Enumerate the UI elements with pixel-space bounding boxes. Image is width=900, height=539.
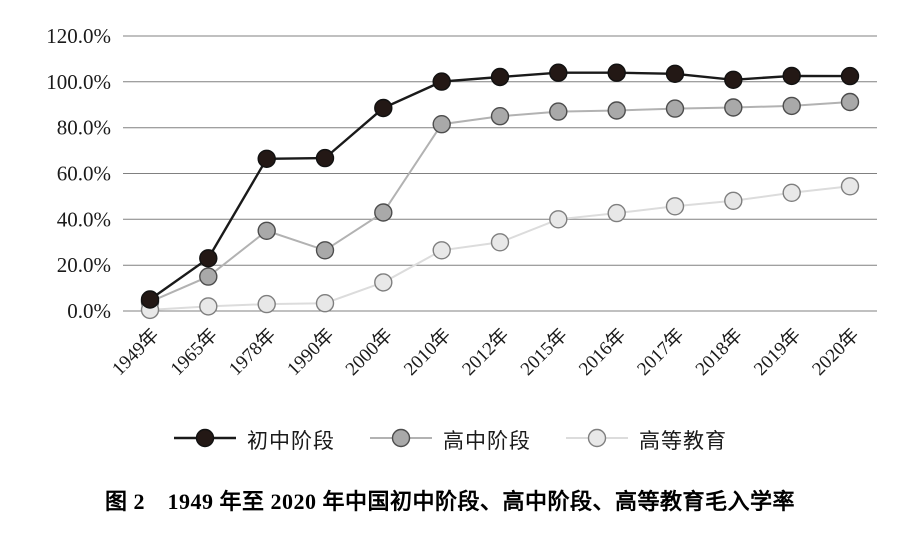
svg-text:1949年: 1949年 [108,324,164,380]
series-point-higher-education [257,294,276,314]
series-point-senior-high [490,106,510,126]
series-line-senior-high [149,101,851,303]
chart-svg: 120.0% 100.0% 80.0% 60.0% 40.0% 20.0% 0.0%1949… [46,24,877,380]
legend-label-higher-education: 高等教育 [639,429,727,453]
series-point-senior-high [665,99,685,118]
series-point-junior-middle [840,66,860,86]
series-point-junior-middle [549,63,568,82]
series-point-senior-high [374,203,393,222]
legend-label-senior-high: 高中阶段 [443,429,531,453]
series-point-junior-middle [257,149,276,169]
series-point-senior-high [549,102,568,121]
svg-text:1978年: 1978年 [224,324,280,380]
series-point-senior-high [199,267,218,286]
series-point-senior-high [257,221,276,241]
series-point-higher-education [665,197,685,216]
series-point-higher-education [724,191,743,211]
legend-item-higher-education: 高等教育 [565,425,727,455]
legend-marker-senior-high-icon [369,427,433,454]
series-point-junior-middle [140,290,160,309]
legend-item-senior-high: 高中阶段 [369,425,531,455]
series-point-junior-middle [665,64,685,84]
svg-text:60.0%: 60.0% [57,162,111,186]
series-point-junior-middle [490,67,510,87]
series-point-senior-high [782,96,801,116]
x-axis-labels: 1949年 1965年 1978年 1990年 2000年 2010年 2012年 2015年… [108,324,864,380]
svg-text:2017年: 2017年 [633,324,689,380]
line-chart: 120.0% 100.0% 80.0% 60.0% 40.0% 20.0% 0.0% 1949… [46,24,877,380]
series-point-junior-middle [607,63,626,82]
svg-text:2015年: 2015年 [516,324,572,380]
svg-text:80.0%: 80.0% [57,116,111,140]
series-point-senior-high [840,92,860,112]
legend-item-junior-middle: 初中阶段 [173,425,335,455]
svg-text:2012年: 2012年 [458,324,514,380]
series-point-higher-education [782,183,801,203]
series-higher-education [140,177,860,320]
svg-text:2018年: 2018年 [691,324,747,380]
series-junior-middle [140,63,860,309]
svg-text:1965年: 1965年 [166,324,222,380]
svg-text:2010年: 2010年 [399,324,455,380]
legend-label-junior-middle: 初中阶段 [247,429,335,453]
series-point-higher-education [490,233,510,252]
legend-marker-higher-education-icon [565,427,629,454]
series-point-junior-middle [724,70,743,90]
series-point-higher-education [315,294,335,313]
svg-text:100.0%: 100.0% [46,70,111,94]
svg-text:40.0%: 40.0% [57,207,111,231]
legend: 初中阶段 高中阶段 高等教育 [0,417,900,463]
svg-text:2016年: 2016年 [574,324,630,380]
series-point-junior-middle [199,249,218,268]
series-point-senior-high [607,101,626,120]
series-point-higher-education [607,203,626,223]
svg-text:2020年: 2020年 [808,324,864,380]
figure-caption: 图 2 1949 年至 2020 年中国初中阶段、高中阶段、高等教育毛入学率 [104,489,795,514]
svg-text:0.0%: 0.0% [67,299,111,323]
series-point-senior-high [432,114,451,134]
series-senior-high [140,92,860,311]
y-axis-labels: 120.0% 100.0% 80.0% 60.0% 40.0% 20.0% 0.0% [46,24,111,323]
series-point-junior-middle [782,66,801,86]
svg-text:120.0%: 120.0% [46,24,111,48]
series-point-junior-middle [374,98,393,118]
series-point-junior-middle [432,72,451,91]
series-point-higher-education [432,241,451,260]
svg-text:2000年: 2000年 [341,324,397,380]
series-point-higher-education [199,297,218,316]
svg-text:20.0%: 20.0% [57,253,111,277]
svg-text:1990年: 1990年 [283,324,339,380]
series-point-senior-high [315,241,335,260]
series-point-junior-middle [315,148,335,168]
legend-marker-junior-middle-icon [173,427,237,454]
series-point-higher-education [374,273,393,292]
series-point-senior-high [724,98,743,117]
series-point-higher-education [549,210,568,229]
svg-text:2019年: 2019年 [749,324,805,380]
series-point-higher-education [840,177,860,196]
